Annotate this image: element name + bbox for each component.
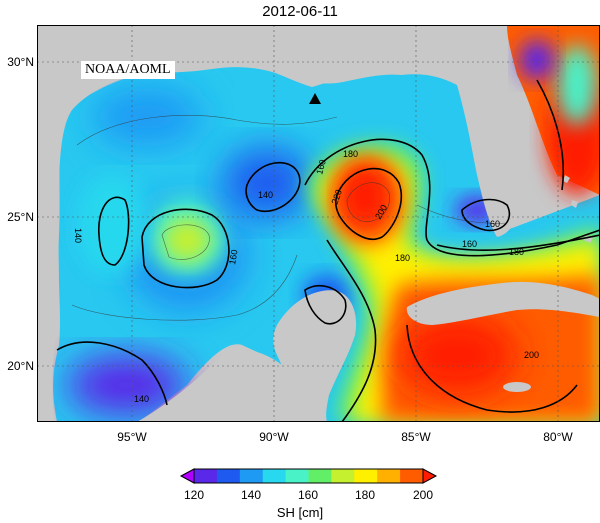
land-cuba bbox=[406, 281, 600, 325]
colorbar-title: SH [cm] bbox=[276, 505, 324, 520]
lat-tick-20n: 20°N bbox=[7, 359, 34, 373]
contour-label: 180 bbox=[509, 247, 524, 257]
contour-label: 200 bbox=[524, 350, 539, 360]
colorbar-right-arrow bbox=[422, 468, 438, 484]
colorbar-frame bbox=[193, 468, 424, 484]
ocean-field bbox=[37, 25, 600, 422]
colorbar-segment bbox=[194, 469, 218, 483]
station-marker-icon bbox=[309, 93, 321, 104]
contour-label: 160 bbox=[485, 219, 500, 229]
ssh-map-svg: 140 160 180 200 220 140 160 180 160 180 … bbox=[37, 25, 600, 422]
colorbar-tick: 200 bbox=[412, 488, 434, 502]
map-title: 2012-06-11 bbox=[262, 3, 338, 20]
colorbar-tick: 180 bbox=[354, 488, 376, 502]
colorbar-segment bbox=[216, 469, 241, 483]
colorbar-tick: 160 bbox=[297, 488, 319, 502]
contour-label: 140 bbox=[73, 228, 83, 243]
land-jamaica bbox=[503, 382, 531, 392]
colorbar-left-arrow bbox=[179, 468, 195, 484]
contour-label: 180 bbox=[343, 149, 358, 159]
lon-tick-90w: 90°W bbox=[259, 430, 289, 444]
land-bahamas bbox=[563, 175, 593, 243]
graticule bbox=[37, 25, 600, 422]
contour-labels: 140 160 180 200 220 140 160 180 160 180 … bbox=[73, 149, 539, 404]
colorbar-segment bbox=[285, 469, 309, 483]
colorbar-segments bbox=[194, 469, 424, 483]
colorbar-segment bbox=[308, 469, 332, 483]
source-badge: NOAA/AOML bbox=[81, 61, 175, 79]
contour-label: 180 bbox=[395, 253, 410, 263]
contour-label: 140 bbox=[134, 394, 149, 404]
ssh-map[interactable]: 140 160 180 200 220 140 160 180 160 180 … bbox=[37, 25, 600, 422]
colorbar-segment bbox=[262, 469, 287, 483]
contour-lines bbox=[56, 79, 600, 422]
contour-label: 140 bbox=[258, 190, 273, 200]
lon-tick-95w: 95°W bbox=[117, 430, 147, 444]
lon-tick-80w: 80°W bbox=[543, 430, 573, 444]
colorbar-segment bbox=[400, 469, 424, 483]
colorbar-segment bbox=[331, 469, 355, 483]
thin-contours bbox=[71, 115, 508, 321]
lat-tick-30n: 30°N bbox=[7, 55, 34, 69]
colorbar-segment bbox=[354, 469, 378, 483]
contour-label: 160 bbox=[227, 249, 239, 266]
colorbar-tick: 120 bbox=[183, 488, 205, 502]
lon-tick-85w: 85°W bbox=[401, 430, 431, 444]
colorbar-segment bbox=[377, 469, 401, 483]
contour-label: 220 bbox=[329, 188, 344, 206]
lat-tick-25n: 25°N bbox=[7, 210, 34, 224]
land-mexico-south bbox=[137, 350, 327, 422]
colorbar-segment bbox=[239, 469, 264, 483]
contour-label: 160 bbox=[462, 239, 477, 249]
contour-label: 160 bbox=[314, 158, 328, 175]
land-florida bbox=[457, 73, 526, 238]
colorbar-tick: 140 bbox=[240, 488, 262, 502]
